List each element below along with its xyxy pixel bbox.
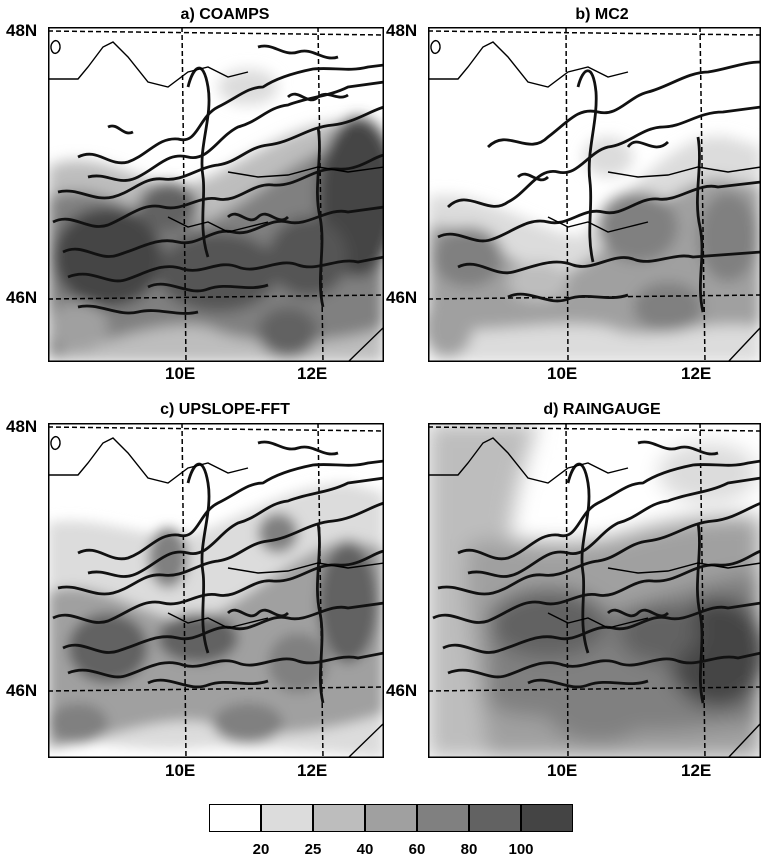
- panel-frame: [428, 27, 761, 362]
- lat-label-46n: 46N: [6, 288, 38, 307]
- legend-label: 40: [356, 841, 374, 858]
- map-panel: [48, 27, 384, 362]
- precipitation-shading: [428, 423, 761, 758]
- map-panel: [428, 423, 761, 758]
- legend-swatch: [313, 804, 365, 832]
- panel-title: b) MC2: [575, 6, 629, 23]
- lon-label-12e: 12E: [681, 761, 712, 780]
- panel-frame: [48, 27, 384, 362]
- precipitation-shading: [428, 136, 761, 362]
- legend-label: 25: [304, 841, 322, 858]
- country-borders: [48, 436, 384, 758]
- legend-label: 80: [460, 841, 478, 858]
- lon-label-10e: 10E: [165, 761, 196, 780]
- map-panel: [48, 423, 384, 758]
- lat-label-48n: 48N: [6, 417, 38, 436]
- lon-label-12e: 12E: [297, 364, 328, 383]
- lon-label-12e: 12E: [297, 761, 328, 780]
- precipitation-shading: [48, 69, 384, 362]
- grid-lines: [48, 27, 384, 362]
- legend-swatch: [209, 804, 261, 832]
- panel-title: d) RAINGAUGE: [543, 401, 661, 418]
- legend-swatch: [469, 804, 521, 832]
- lon-label-10e: 10E: [547, 364, 578, 383]
- legend-swatch: [521, 804, 573, 832]
- terrain-contours: [437, 60, 761, 313]
- terrain-contours: [432, 440, 761, 704]
- terrain-contours: [52, 44, 384, 315]
- legend-swatch: [261, 804, 313, 832]
- country-borders: [428, 40, 761, 362]
- panel-frame: [48, 423, 384, 758]
- terrain-contours: [52, 440, 384, 704]
- legend-label: 100: [508, 841, 534, 858]
- lon-label-10e: 10E: [165, 364, 196, 383]
- grid-lines: [48, 423, 384, 758]
- country-borders: [428, 437, 761, 758]
- lat-label-46n: 46N: [386, 681, 418, 700]
- panel-title: a) COAMPS: [180, 6, 270, 23]
- precipitation-shading: [48, 483, 384, 758]
- lat-label-48n: 48N: [386, 21, 418, 40]
- map-panel: [428, 27, 761, 362]
- lat-label-46n: 46N: [386, 288, 418, 307]
- lat-label-46n: 46N: [6, 681, 38, 700]
- legend-label: 60: [408, 841, 426, 858]
- lon-label-10e: 10E: [547, 761, 578, 780]
- country-borders: [48, 40, 384, 362]
- lat-label-48n: 48N: [6, 21, 38, 40]
- lon-label-12e: 12E: [681, 364, 712, 383]
- legend-swatch: [417, 804, 469, 832]
- panel-frame: [428, 423, 761, 758]
- legend-label: 20: [252, 841, 270, 858]
- legend-swatch: [365, 804, 417, 832]
- panel-title: c) UPSLOPE-FFT: [160, 401, 290, 418]
